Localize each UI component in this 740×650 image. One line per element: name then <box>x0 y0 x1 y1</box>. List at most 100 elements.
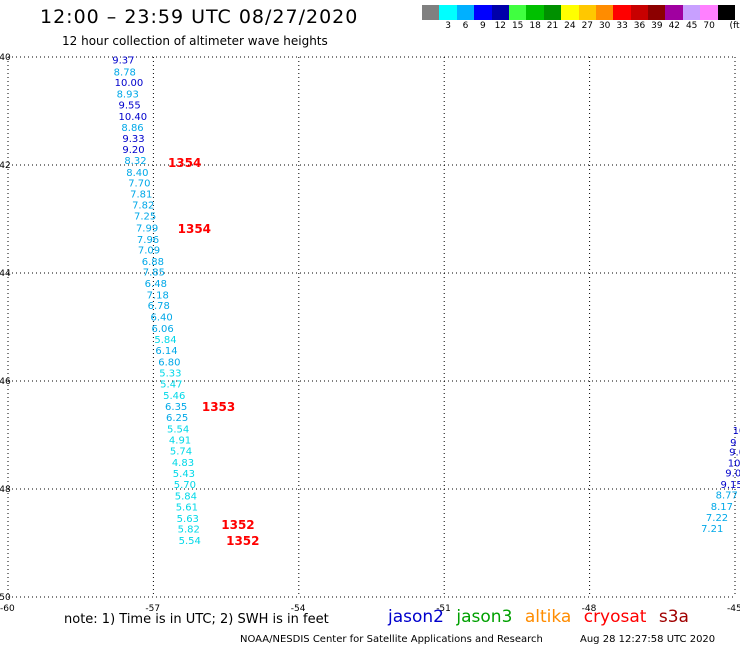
colorbar-tick-label: 12 <box>494 21 507 31</box>
colorbar-tick-label: 30 <box>598 21 611 31</box>
colorbar-swatch <box>717 5 736 20</box>
pass-number-annotation: 1352 <box>221 518 254 532</box>
colorbar-swatch <box>422 5 440 20</box>
data-point-label: 7.22 <box>706 513 728 524</box>
data-point-label: 5.84 <box>154 335 176 346</box>
colorbar-swatch <box>508 5 527 20</box>
x-tick-label: -60 <box>0 604 15 614</box>
legend-item-cryosat: cryosat <box>583 607 647 627</box>
x-tick-label: -48 <box>582 604 597 614</box>
data-point-label: 5.61 <box>176 503 198 514</box>
data-point-label: 5.47 <box>160 379 182 390</box>
data-point-label: 7.96 <box>137 235 159 246</box>
data-point-label: 7.99 <box>136 223 158 234</box>
data-point-label: 7.09 <box>138 246 160 257</box>
data-point-label: 8.78 <box>114 67 136 78</box>
data-point-label: 9.33 <box>122 134 144 145</box>
data-point-label: 6.14 <box>155 346 177 357</box>
colorbar-swatch <box>526 5 544 20</box>
data-point-label: 5.74 <box>170 446 192 457</box>
colorbar-swatch <box>665 5 683 20</box>
data-point-label: 10.0 <box>728 458 740 469</box>
data-point-label: 9.03 <box>725 469 740 480</box>
data-point-label: 8.93 <box>117 90 139 101</box>
y-tick-label: -50 <box>0 593 11 603</box>
colorbar-tick-label: 39 <box>651 21 663 31</box>
data-point-label: 9.55 <box>119 100 141 111</box>
colorbar-swatch <box>578 5 596 20</box>
satellite-legend: jason2 jason3 altika cryosat s3a <box>388 607 696 627</box>
pass-number-annotation: 1352 <box>226 534 259 548</box>
data-point-label: 5.70 <box>174 480 196 491</box>
colorbar-tick-label: 27 <box>581 21 594 31</box>
colorbar-swatch <box>456 5 475 20</box>
credit-line: NOAA/NESDIS Center for Satellite Applica… <box>240 634 543 645</box>
colorbar-tick-label: 36 <box>633 21 646 31</box>
colorbar-swatch <box>595 5 614 20</box>
x-tick-label: -51 <box>436 604 451 614</box>
data-point-label: 6.25 <box>166 413 188 424</box>
data-point-label: 7.18 <box>147 290 169 301</box>
colorbar-tick-label: 3 <box>445 21 451 31</box>
data-point-label: 5.54 <box>167 424 189 435</box>
y-tick-label: -48 <box>0 485 11 495</box>
data-point-label: 5.54 <box>179 536 201 547</box>
data-point-label: 9.20 <box>122 145 144 156</box>
data-point-label: 7.82 <box>132 201 154 212</box>
data-point-label: 8.32 <box>124 156 146 167</box>
data-point-label: 9.15 <box>720 480 740 491</box>
data-point-label: 5.46 <box>163 391 185 402</box>
data-point-label: 6.48 <box>145 279 167 290</box>
data-point-label: 9.0 <box>729 448 740 459</box>
data-point-label: 9 <box>730 438 736 449</box>
data-point-label: 5.84 <box>175 491 197 502</box>
timestamp: Aug 28 12:27:58 UTC 2020 <box>580 634 716 645</box>
data-point-label: 8.40 <box>126 168 148 179</box>
pass-number-annotation: 1354 <box>168 156 201 170</box>
colorbar-tick-label: 18 <box>529 21 541 31</box>
colorbar-swatch <box>630 5 649 20</box>
data-point-label: 5.43 <box>173 469 195 480</box>
colorbar-tick-label: 15 <box>511 21 524 31</box>
colorbar-tick-label: 70 <box>703 21 715 31</box>
colorbar-tick-label: 45 <box>685 21 698 31</box>
data-point-label: 6.06 <box>151 324 173 335</box>
data-point-label: 5.82 <box>178 525 200 536</box>
colorbar-tick-label: 42 <box>668 21 681 31</box>
data-point-label: 10.00 <box>115 78 144 89</box>
y-tick-label: -40 <box>0 53 11 63</box>
data-point-label: 6.80 <box>158 357 180 368</box>
data-point-label: 10.40 <box>119 112 148 123</box>
x-tick-label: -54 <box>291 604 306 614</box>
legend-item-s3a: s3a <box>658 607 689 627</box>
data-point-label: 7.70 <box>128 179 150 190</box>
colorbar-unit: (ft) <box>729 21 740 31</box>
data-point-label: 8.86 <box>121 123 143 134</box>
data-point-label: 6.40 <box>150 313 172 324</box>
data-point-label: 10 <box>733 426 740 437</box>
data-point-label: 6.78 <box>148 301 170 312</box>
colorbar-swatch <box>682 5 701 20</box>
colorbar-tick-label: 6 <box>462 21 469 31</box>
y-tick-label: -42 <box>0 161 11 171</box>
colorbar-swatch <box>648 5 666 20</box>
pass-number-annotation: 1354 <box>178 222 211 236</box>
colorbar-tick-label: 21 <box>546 21 559 31</box>
data-point-label: 9.37 <box>112 55 134 66</box>
data-point-label: 6.35 <box>165 402 187 413</box>
legend-item-jason3: jason3 <box>456 607 513 627</box>
chart-subtitle: 12 hour collection of altimeter wave hei… <box>62 34 328 48</box>
footer-note: note: 1) Time is in UTC; 2) SWH is in fe… <box>64 612 329 627</box>
legend-item-altika: altika <box>524 607 572 627</box>
colorbar-swatch <box>561 5 579 20</box>
y-tick-label: -46 <box>0 377 11 387</box>
pass-number-annotation: 1353 <box>202 400 235 414</box>
data-point-label: 7.81 <box>130 189 152 200</box>
data-point-label: 5.63 <box>177 514 199 525</box>
data-point-label: 7.21 <box>701 524 723 535</box>
x-tick-label: -57 <box>145 604 160 614</box>
colorbar-swatch <box>700 5 718 20</box>
page-title: 12:00 – 23:59 UTC 08/27/2020 <box>40 6 359 28</box>
